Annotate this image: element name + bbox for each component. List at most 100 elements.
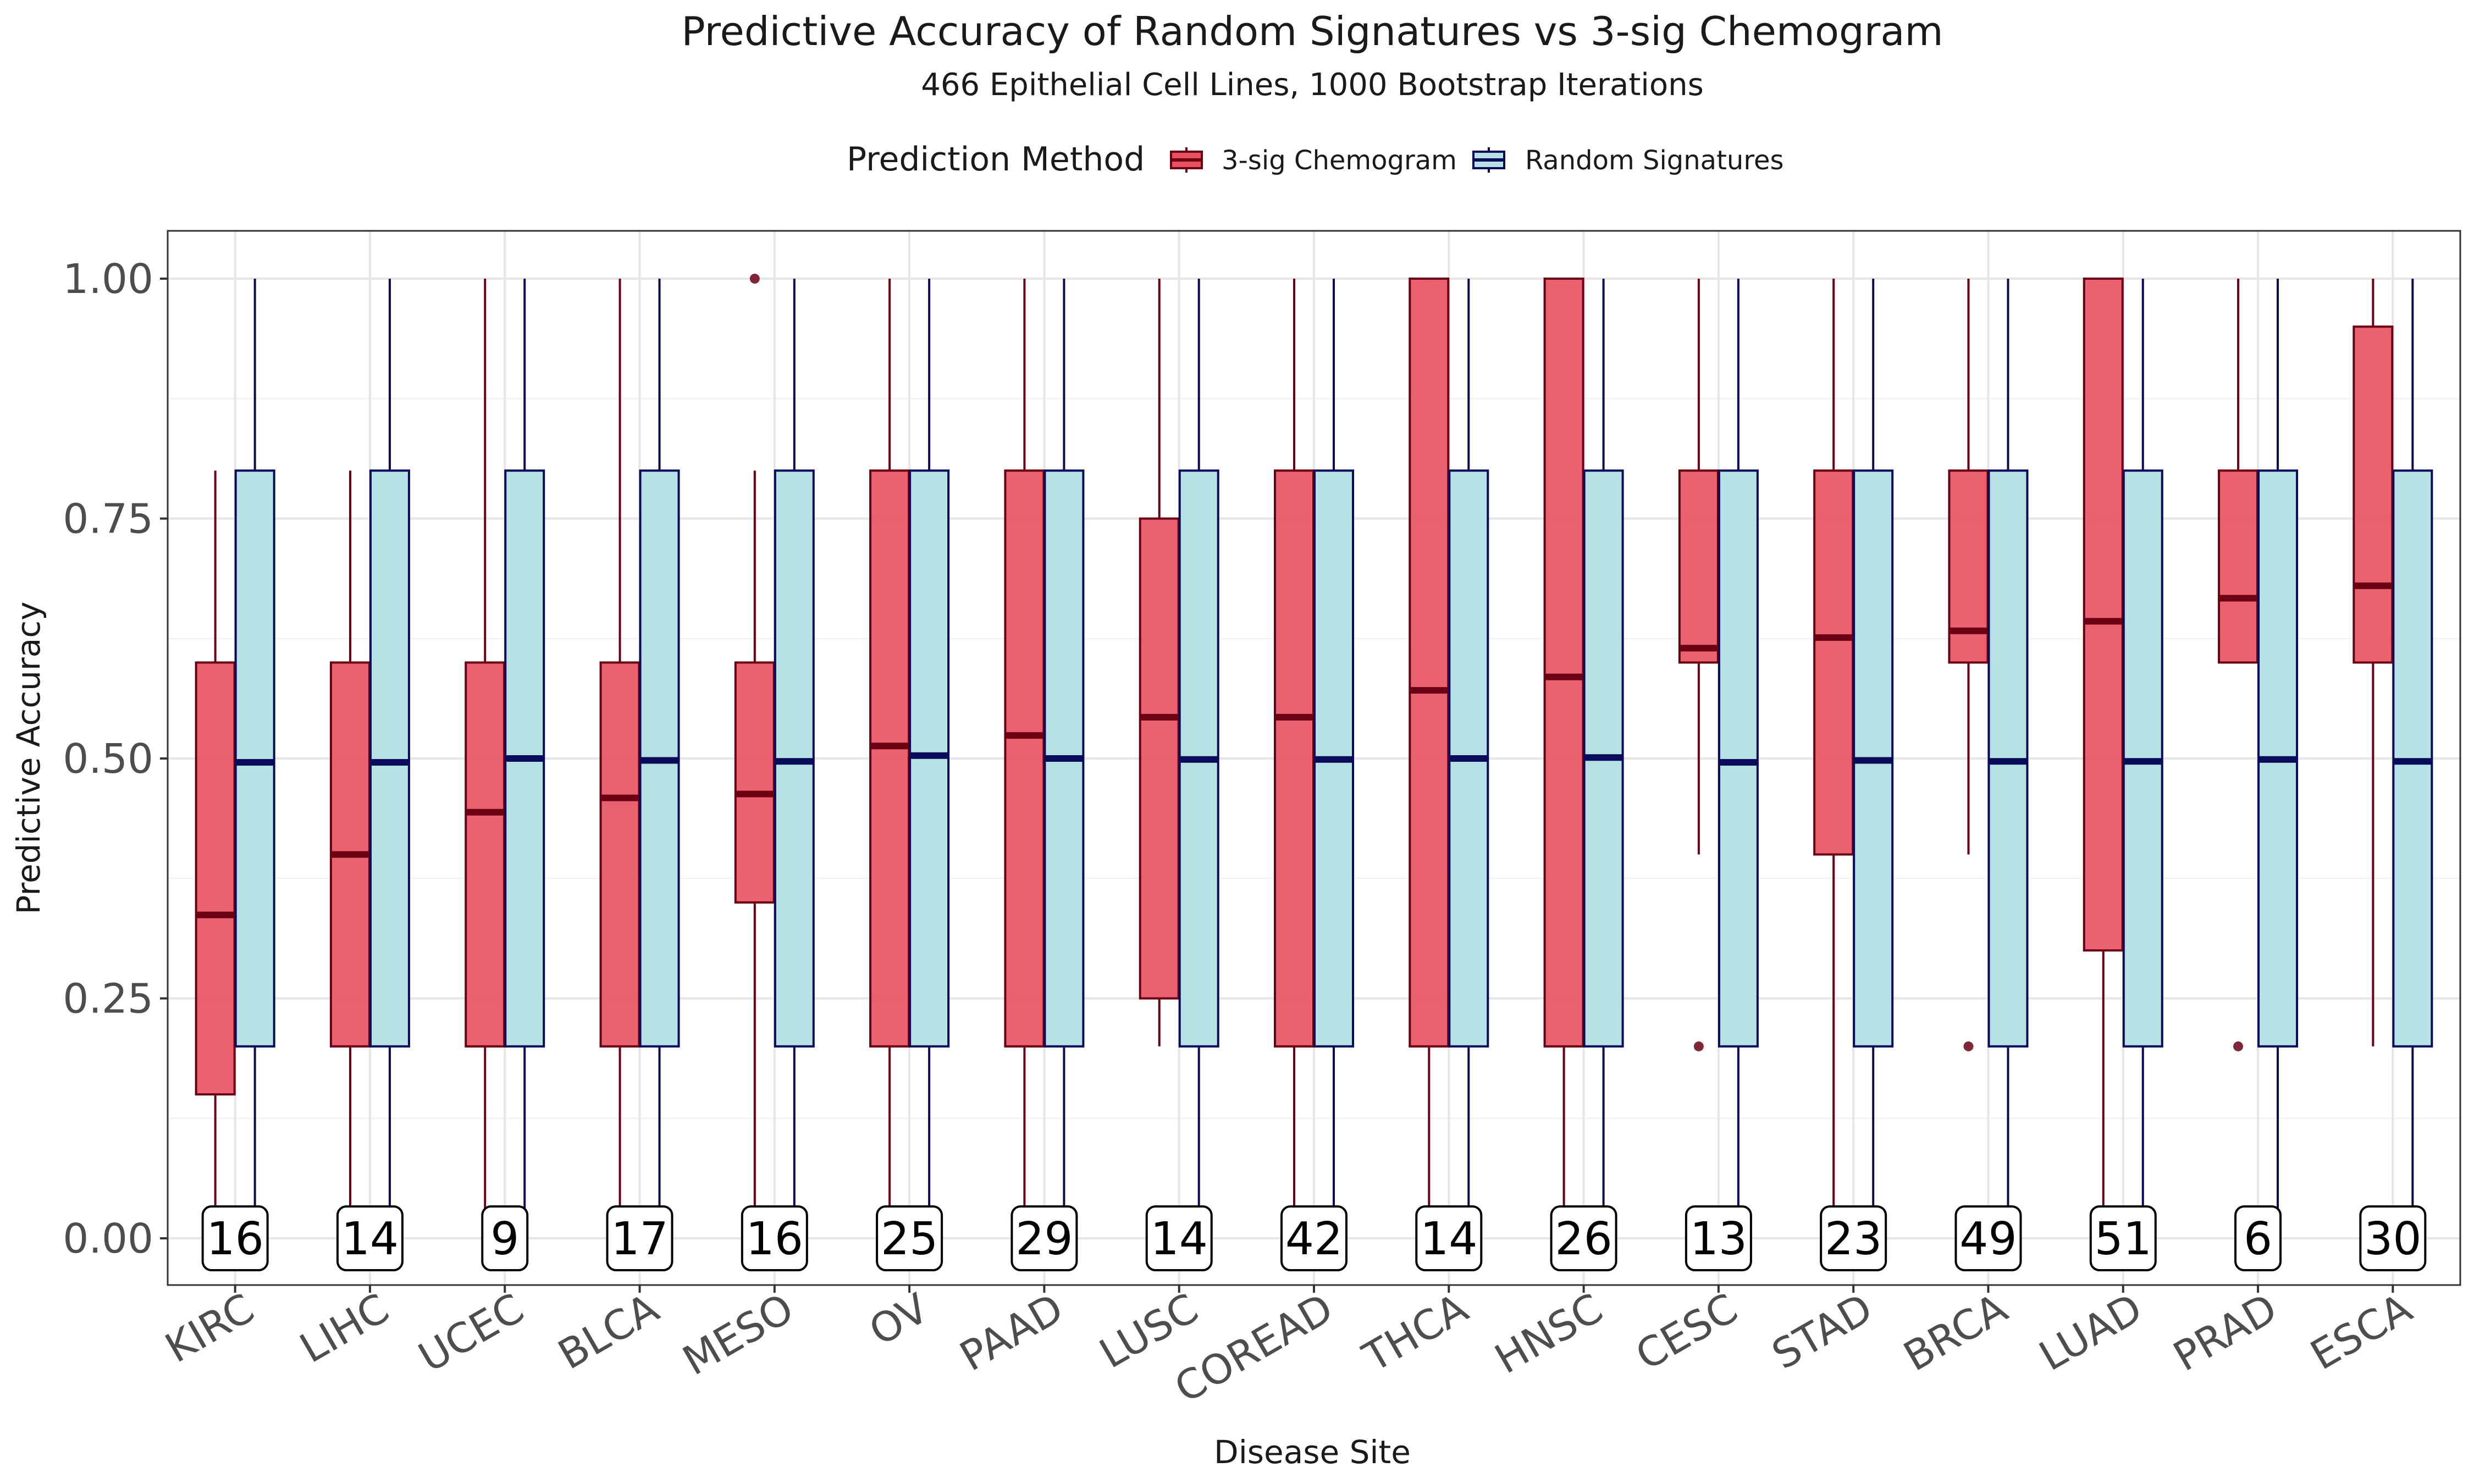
box-body [734,661,775,904]
box-random-ov [909,279,950,1238]
count-label-ov: 25 [876,1205,943,1271]
x-axis-title: Disease Site [1214,1433,1411,1471]
box-random-brca [1987,279,2029,1238]
count-label-box [741,1205,808,1271]
count-label-text: 26 [1555,1213,1612,1265]
y-tick-label: 0.00 [63,1215,153,1262]
box-random-esca [2392,279,2433,1238]
count-label-box [201,1205,269,1271]
count-label-box [876,1205,943,1271]
count-label-text: 16 [206,1213,263,1265]
count-label-box [1010,1205,1078,1271]
y-tick-label: 1.00 [63,256,153,303]
chart-title: Predictive Accuracy of Random Signatures… [681,8,1943,54]
count-label-esca: 30 [2359,1205,2427,1271]
y-axis-title: Predictive Accuracy [10,601,47,914]
outlier-point [1963,1041,1974,1051]
box-chemogram-paad [1004,279,1045,1238]
y-tick-label: 0.75 [63,496,153,543]
box-body [1543,278,1584,1048]
count-label-box [1550,1205,1617,1271]
box-random-stad [1853,279,1894,1238]
box-body [195,661,236,1096]
box-random-hnsc [1583,279,1624,1238]
box-chemogram-stad [1813,279,1854,1238]
box-chemogram-brca [1948,279,1989,1051]
count-label-text: 9 [490,1213,519,1265]
legend-key-random [1472,147,1505,173]
box-body [369,469,410,1048]
y-tick-label: 0.50 [63,735,153,783]
box-random-kirc [234,279,275,1238]
box-body [869,469,910,1048]
box-series [195,274,2433,1238]
chart-subtitle: 466 Epithelial Cell Lines, 1000 Bootstra… [921,67,1704,103]
box-random-luad [2122,279,2163,1238]
count-label-text: 51 [2095,1213,2152,1265]
box-chemogram-ov [869,279,910,1238]
outlier-point [1693,1041,1704,1051]
box-body [2083,278,2124,952]
box-body [1409,278,1450,1048]
count-label-blca: 17 [606,1205,673,1271]
count-label-box [2089,1205,2157,1271]
box-chemogram-meso [734,274,775,1238]
legend-label-chemogram: 3-sig Chemogram [1222,145,1457,176]
box-random-lusc [1178,279,1219,1238]
count-label-box [2234,1205,2282,1271]
box-random-prad [2257,279,2299,1238]
sample-count-labels: 16 14 9 17 16 25 29 14 42 14 26 13 23 49 51 6 30 [201,1205,2427,1271]
count-label-lihc: 14 [336,1205,404,1271]
count-label-text: 23 [1825,1213,1882,1265]
box-chemogram-thca [1409,278,1450,1238]
count-label-luad: 51 [2089,1205,2157,1271]
count-label-kirc: 16 [201,1205,269,1271]
count-label-text: 6 [2244,1213,2272,1265]
count-label-brca: 49 [1954,1205,2022,1271]
legend-title: Prediction Method [847,140,1145,179]
count-label-box [1954,1205,2022,1271]
outlier-point [2233,1041,2244,1051]
count-label-text: 17 [611,1213,668,1265]
count-label-text: 16 [746,1213,803,1265]
count-label-box [1280,1205,1348,1271]
box-random-meso [774,279,815,1238]
count-label-box [1145,1205,1213,1271]
box-random-ucec [504,279,545,1238]
box-body [1678,469,1719,664]
box-chemogram-blca [599,279,640,1238]
legend-label-random: Random Signatures [1525,145,1784,176]
box-chemogram-prad [2218,279,2259,1051]
box-body [234,469,275,1048]
count-label-lusc: 14 [1145,1205,1213,1271]
box-chemogram-esca [2352,279,2394,1046]
box-random-thca [1448,279,1489,1238]
count-label-text: 42 [1285,1213,1343,1265]
box-chemogram-luad [2083,278,2124,1238]
count-label-meso: 16 [741,1205,808,1271]
count-label-text: 14 [341,1213,399,1265]
box-body [1813,469,1854,856]
count-label-text: 25 [881,1213,938,1265]
count-label-box [606,1205,673,1271]
box-body [2218,469,2259,664]
count-label-text: 14 [1420,1213,1477,1265]
count-label-stad: 23 [1820,1205,1887,1271]
y-axis: 0.00 0.25 0.50 0.75 1.00 [63,256,168,1262]
count-label-text: 49 [1959,1213,2017,1265]
count-label-text: 29 [1015,1213,1073,1265]
legend-key-chemogram [1170,147,1203,173]
legend: Prediction Method 3-sig Chemogram Random… [847,140,1784,179]
count-label-prad: 6 [2234,1205,2282,1271]
box-body [2352,325,2394,664]
count-label-box [1685,1205,1752,1271]
box-body [1718,469,1759,1048]
count-label-cesc: 13 [1685,1205,1752,1271]
count-label-text: 13 [1690,1213,1747,1265]
count-label-box [336,1205,404,1271]
count-label-coread: 42 [1280,1205,1348,1271]
count-label-hnsc: 26 [1550,1205,1617,1271]
box-random-cesc [1718,279,1759,1238]
count-label-box [481,1205,529,1271]
